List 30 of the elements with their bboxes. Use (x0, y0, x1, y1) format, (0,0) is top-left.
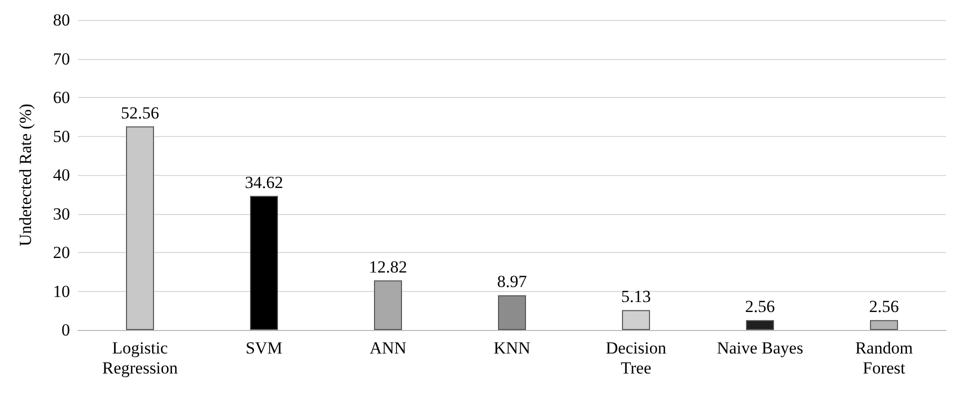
data-label: 8.97 (497, 272, 528, 292)
y-axis-title: Undetected Rate (%) (16, 104, 35, 246)
data-label: 5.13 (621, 287, 651, 306)
x-tick-label: Logistic Regression (102, 338, 178, 378)
y-tick-label: 30 (53, 204, 70, 224)
bar (250, 196, 278, 330)
y-tick-label: 10 (53, 282, 70, 301)
data-label: 52.56 (120, 103, 160, 122)
x-tick-label: Decision Tree (606, 338, 667, 378)
x-tick-label: Naive Bayes (716, 338, 804, 358)
y-tick-label: 80 (53, 10, 70, 30)
data-label: 2.56 (869, 297, 899, 316)
y-tick-label: 20 (53, 243, 70, 262)
data-label: 2.56 (745, 297, 775, 316)
y-tick-label: 70 (53, 49, 70, 68)
y-tick-label: 40 (53, 166, 70, 184)
x-tick-label: KNN (494, 338, 530, 358)
data-label: 12.82 (368, 257, 408, 276)
bar (374, 280, 402, 330)
x-tick-label: SVM (246, 338, 282, 358)
bar (746, 320, 774, 330)
bar (622, 310, 650, 330)
bar (498, 295, 526, 330)
x-tick-label: ANN (370, 338, 406, 358)
y-tick-label: 60 (53, 88, 70, 107)
x-tick-label: Random Forest (855, 338, 913, 378)
data-label: 34.62 (244, 172, 284, 192)
y-tick-label: 0 (62, 320, 70, 340)
bar (126, 126, 154, 330)
y-tick-label: 50 (53, 126, 70, 146)
